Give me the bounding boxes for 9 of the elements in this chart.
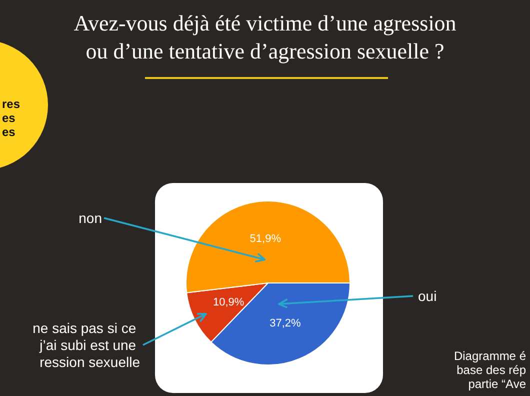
slice-label: oui [418,288,437,304]
text: res es es [2,97,20,139]
text: Diagramme é base des rép partie “Ave [454,349,526,391]
data-label: 10,9% [213,296,244,309]
slice-label: ne sais pas si ce j’ai subi est une ression sexuelle [32,320,140,370]
data-label: 51,9% [250,233,282,246]
chart-title: Avez-vous déjà été victime d’une agression ou d’une tentative d’agression sexuelle ? [74,10,456,64]
slice-label: non [78,210,102,226]
data-label: 37,2% [270,317,302,330]
